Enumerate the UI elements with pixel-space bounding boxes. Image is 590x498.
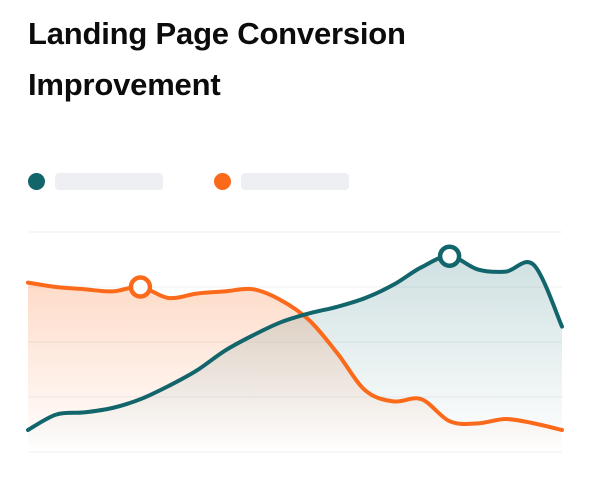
teal-series-highlight-point[interactable] (437, 244, 462, 268)
chart-legend (28, 170, 400, 192)
teal-series-line[interactable] (26, 254, 564, 432)
orange-series-highlight-point[interactable] (128, 275, 153, 299)
legend-item-teal[interactable] (28, 172, 163, 190)
series-lines (26, 254, 564, 432)
legend-label-placeholder (241, 172, 349, 190)
legend-label-placeholder (55, 172, 163, 190)
legend-swatch-orange (214, 172, 231, 190)
legend-swatch-teal (28, 172, 45, 190)
orange-series-line[interactable] (26, 280, 564, 432)
series-markers (128, 244, 462, 299)
legend-item-orange[interactable] (214, 172, 349, 190)
chart-title: Landing Page Conversion Improvement (28, 16, 406, 102)
